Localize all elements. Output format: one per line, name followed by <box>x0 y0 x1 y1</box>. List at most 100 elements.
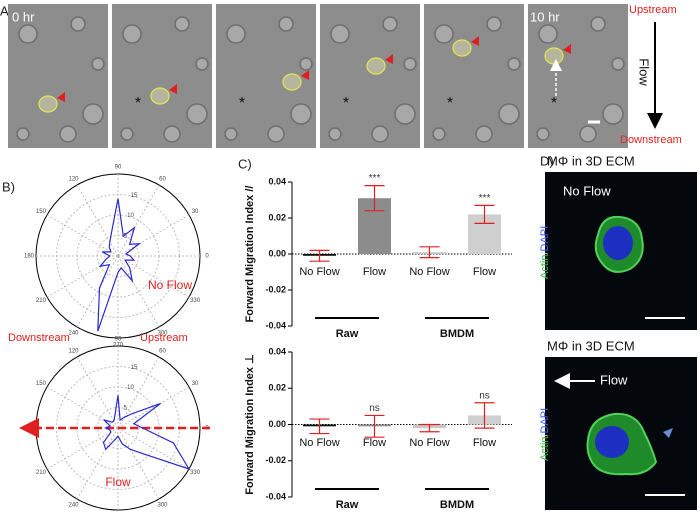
r-tick-label: 15 <box>131 365 138 371</box>
cell-pointer <box>301 70 309 80</box>
origin-marker: * <box>135 95 141 112</box>
background-cell <box>163 125 181 143</box>
error-bar <box>419 246 440 259</box>
downstream-label: Downstream <box>8 332 70 344</box>
time-label: 10 hr <box>530 9 560 24</box>
theta-tick-label: 210 <box>36 470 47 476</box>
category-label: No Flow <box>299 266 339 278</box>
background-cell <box>120 127 134 141</box>
r-tick-label: 5 <box>124 405 128 411</box>
polar-spoke <box>117 427 190 470</box>
background-cell <box>507 57 521 71</box>
time-label: 0 hr <box>12 9 35 24</box>
cell-outline <box>544 47 564 65</box>
theta-tick-label: 30 <box>192 209 199 215</box>
background-cell <box>59 125 77 143</box>
background-cell <box>434 24 454 44</box>
background-cell <box>122 24 142 44</box>
background-cell <box>278 16 294 32</box>
theta-tick-label: 300 <box>157 331 168 337</box>
cell-pointer <box>169 84 177 94</box>
cell-pointer <box>385 54 393 64</box>
condition-label: Flow <box>105 475 131 489</box>
background-cell <box>498 103 520 125</box>
y-axis-label: Forward Migration Index // <box>244 186 256 323</box>
category-label: Flow <box>473 266 496 278</box>
category-text: No Flow <box>409 436 450 449</box>
theta-tick-label: 120 <box>68 349 79 355</box>
background-cell <box>475 125 493 143</box>
origin-marker: * <box>551 95 557 112</box>
error-bar <box>474 204 495 224</box>
frame <box>528 4 628 148</box>
background-cell <box>611 57 625 71</box>
stain-label: Actin/DAPI <box>539 408 551 461</box>
r-tick-label: 10 <box>127 385 134 391</box>
category-label: No Flow <box>409 436 450 449</box>
theta-tick-label: 330 <box>190 470 201 476</box>
condition-label: Flow <box>600 372 628 387</box>
image-title: MΦ in 3D ECM <box>547 153 635 168</box>
image-title: MΦ in 3D ECM <box>547 338 635 353</box>
category-label: Flow <box>362 266 387 278</box>
background-cell <box>579 125 597 143</box>
polar-spoke <box>117 184 160 257</box>
cell-pointer <box>563 44 571 54</box>
polar-spoke <box>117 386 190 429</box>
background-cell <box>174 16 190 32</box>
background-cell <box>602 103 624 125</box>
theta-tick-label: 150 <box>36 209 47 215</box>
error-bar <box>364 185 385 212</box>
theta-tick-label: 240 <box>68 331 79 337</box>
background-cell <box>290 103 312 125</box>
background-cell <box>195 57 209 71</box>
cell-pointer <box>57 92 65 102</box>
background-cell <box>186 103 208 125</box>
panel-label: D) <box>540 153 554 168</box>
group-label: BMDM <box>440 328 474 340</box>
background-cell <box>16 127 30 141</box>
background-cell <box>394 103 416 125</box>
background-cell <box>226 24 246 44</box>
category-label: No Flow <box>409 266 450 278</box>
background-cell <box>82 103 104 125</box>
y-tick-label: -0.04 <box>265 491 286 501</box>
cell-pointer <box>471 36 479 46</box>
panel-label: B) <box>2 179 15 194</box>
y-tick-label: -0.04 <box>265 320 286 330</box>
error-bar <box>309 418 330 435</box>
category-label: No Flow <box>299 437 339 449</box>
pointer <box>663 428 673 438</box>
background-cell <box>536 127 550 141</box>
theta-tick-label: 210 <box>36 298 47 304</box>
upstream-label: Upstream <box>140 332 188 344</box>
cell-outline <box>366 57 386 75</box>
frame <box>320 4 420 148</box>
flow-label: Flow <box>637 58 652 86</box>
frame <box>424 4 524 148</box>
significance: *** <box>369 173 381 184</box>
background-cell <box>486 16 502 32</box>
category-text: Flow <box>362 266 387 278</box>
background-cell <box>371 125 389 143</box>
y-tick-label: 0.00 <box>268 419 286 429</box>
origin-marker: * <box>239 95 245 112</box>
polar-spoke <box>76 255 119 328</box>
background-cell <box>70 16 86 32</box>
y-tick-label: 0.04 <box>268 176 286 186</box>
background-cell <box>328 127 342 141</box>
theta-tick-label: 90 <box>115 337 122 343</box>
group-label: BMDM <box>440 499 474 511</box>
theta-tick-label: 300 <box>157 503 168 509</box>
stain-label: Actin/DAPI <box>539 226 551 279</box>
rose-line <box>102 395 191 471</box>
r-tick-label: 15 <box>131 193 138 199</box>
category-text: No Flow <box>409 266 450 278</box>
group-label: Raw <box>336 328 359 340</box>
polar-spoke <box>76 356 119 429</box>
frame <box>8 4 108 148</box>
timelapse: * * * * * 0 hr 10 hr <box>8 4 628 148</box>
error-bar <box>474 402 495 429</box>
downstream-label: Downstream <box>620 134 682 146</box>
